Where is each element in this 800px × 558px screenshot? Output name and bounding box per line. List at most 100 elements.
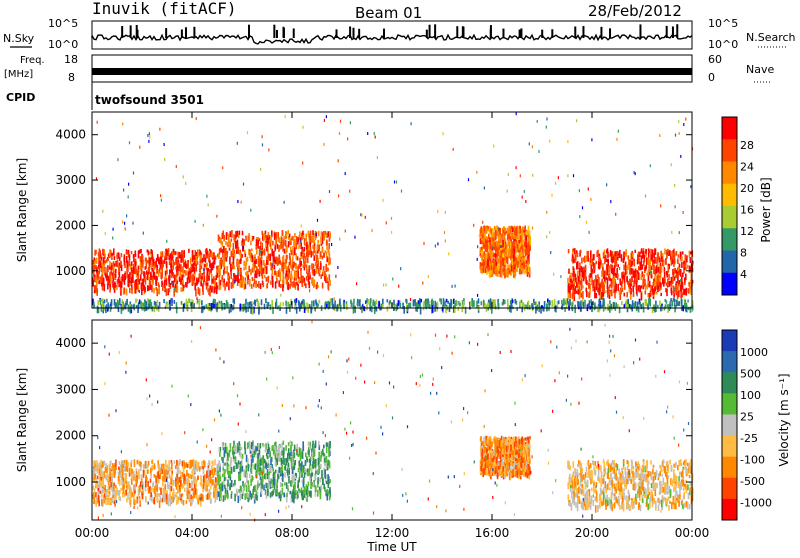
data-cell [202,289,204,295]
data-cell [139,498,141,506]
data-cell [407,305,409,309]
data-cell [523,261,525,267]
data-cell [514,235,516,239]
data-cell [200,255,202,259]
data-cell [671,231,672,234]
data-cell [212,279,214,283]
data-cell [240,473,242,480]
data-cell [339,299,341,304]
data-cell [146,270,148,274]
data-cell [101,254,102,257]
data-cell [126,289,128,296]
data-cell [567,278,569,284]
data-cell [142,493,144,499]
data-cell [187,464,189,468]
data-cell [239,445,241,449]
data-cell [551,194,552,197]
data-cell [339,238,340,241]
data-cell [292,250,294,257]
data-cell [170,495,172,499]
data-cell [641,293,643,301]
data-cell [126,214,127,217]
data-cell [676,300,678,306]
data-cell [275,462,277,467]
data-cell [164,259,166,264]
data-cell [303,247,305,252]
data-cell [660,283,662,287]
data-cell [236,250,238,253]
data-cell [176,281,178,284]
data-cell [510,241,512,248]
data-cell [340,120,341,123]
data-cell [292,257,294,263]
data-cell [470,301,472,307]
data-cell [329,254,331,258]
data-cell [604,258,606,264]
data-cell [169,474,171,478]
data-cell [500,245,501,248]
data-cell [519,269,521,274]
data-cell [234,280,235,283]
data-cell [573,268,575,273]
data-cell [230,264,232,268]
data-cell [335,275,336,278]
data-cell [282,483,284,487]
data-cell [615,252,617,256]
data-cell [280,272,282,279]
data-cell [133,254,135,262]
data-cell [516,166,517,169]
data-cell [517,230,519,237]
data-cell [320,237,322,241]
data-cell [105,496,107,500]
data-cell [680,291,682,295]
data-cell [242,238,244,243]
nave-tick-top: 60 [708,53,722,66]
data-cell [645,249,647,254]
data-cell [206,195,207,198]
data-cell [513,254,515,262]
data-cell [171,499,173,502]
data-cell [143,232,144,235]
data-cell [201,300,203,305]
data-cell [160,473,162,479]
data-cell [502,240,504,248]
data-cell [659,134,660,137]
data-cell [481,240,483,243]
data-cell [167,482,169,487]
data-cell [132,222,133,225]
data-cell [229,257,231,265]
data-cell [495,248,497,252]
data-cell [264,268,266,274]
data-cell [435,245,436,248]
data-cell [628,255,630,259]
data-cell [103,257,105,263]
data-cell [238,271,239,274]
data-cell [251,465,253,468]
data-cell [569,299,571,306]
data-cell [149,132,150,135]
data-cell [116,287,117,290]
data-cell [646,285,648,290]
data-cell [398,300,400,306]
data-cell [122,221,123,224]
data-cell [481,233,483,239]
data-cell [249,250,251,258]
data-cell [655,286,657,292]
data-cell [379,302,381,307]
data-cell [247,442,249,448]
data-cell [326,239,328,245]
data-cell [159,464,161,471]
data-cell [546,211,547,214]
data-cell [641,248,643,253]
data-cell [558,300,560,304]
data-cell [317,246,319,251]
nsky-label: N.Sky [3,32,35,45]
data-cell [168,277,170,282]
data-cell [654,248,656,255]
data-cell [603,288,605,292]
data-cell [270,235,272,242]
data-cell [131,460,133,463]
data-cell [324,119,325,122]
data-cell [148,274,150,280]
data-cell [316,282,318,288]
